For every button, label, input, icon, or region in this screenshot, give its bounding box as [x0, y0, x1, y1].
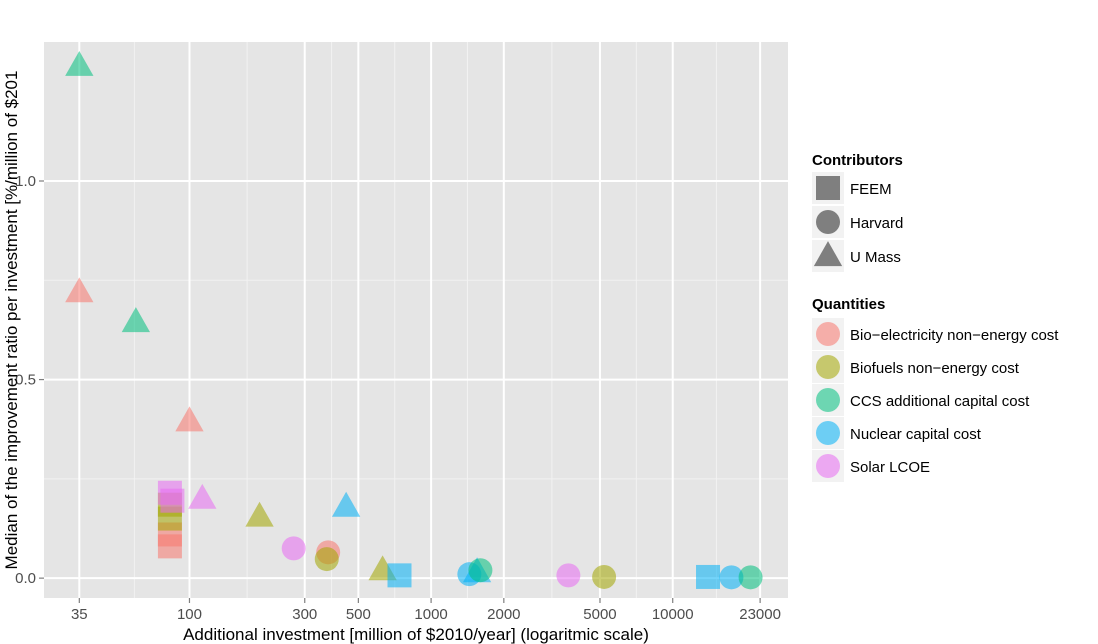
- x-axis: 35 100 300 500 1000 2000 5000 10000 23000: [71, 598, 781, 623]
- x-tick-label: 23000: [739, 606, 781, 623]
- data-point: [281, 536, 306, 561]
- legend-label: Biofuels non−energy cost: [850, 360, 1020, 377]
- plot-panel: [44, 42, 788, 598]
- legend-label: Solar LCOE: [850, 459, 930, 476]
- x-axis-label: Additional investment [million of $2010/…: [183, 625, 649, 644]
- data-point: [468, 558, 493, 583]
- legend-label: U Mass: [850, 249, 901, 266]
- data-point: [314, 547, 339, 572]
- data-point: [719, 565, 744, 590]
- legend-key-color: [816, 355, 840, 379]
- x-tick-label: 2000: [487, 606, 520, 623]
- x-tick-label: 500: [346, 606, 371, 623]
- y-tick-label: 0.5: [15, 372, 36, 389]
- data-point: [175, 406, 204, 432]
- grid-major: [44, 42, 788, 598]
- data-point: [696, 564, 721, 589]
- x-tick-label: 100: [177, 606, 202, 623]
- y-axis-label: Median of the improvement ratio per inve…: [2, 71, 21, 570]
- data-point: [65, 277, 94, 303]
- legend-key-color: [816, 454, 840, 478]
- y-tick-label: 1.0: [15, 173, 36, 190]
- data-point: [245, 501, 274, 527]
- x-tick-label: 5000: [583, 606, 616, 623]
- x-tick-label: 1000: [414, 606, 447, 623]
- x-tick-label: 35: [71, 606, 88, 623]
- data-point: [65, 50, 94, 76]
- y-axis: 0.0 0.5 1.0: [15, 173, 44, 587]
- legend-label: Bio−electricity non−energy cost: [850, 327, 1059, 344]
- y-tick-label: 0.0: [15, 570, 36, 587]
- legend-label: Harvard: [850, 215, 903, 232]
- data-points: [65, 50, 763, 590]
- legend-label: CCS additional capital cost: [850, 393, 1030, 410]
- data-point: [592, 564, 617, 589]
- grid-minor: [44, 42, 788, 598]
- data-point: [188, 483, 217, 509]
- legend-key-triangle: [813, 241, 843, 267]
- data-point: [556, 563, 581, 588]
- legend-key-color: [816, 388, 840, 412]
- x-tick-label: 300: [292, 606, 317, 623]
- data-point: [331, 491, 361, 517]
- legend-label: Nuclear capital cost: [850, 426, 982, 443]
- legend-title-contributors: Contributors: [812, 152, 903, 169]
- legend-label: FEEM: [850, 181, 892, 198]
- legend-key-square: [816, 176, 840, 200]
- legend-key-color: [816, 322, 840, 346]
- legend: Contributors FEEM Harvard U Mass Quantities B…: [812, 152, 1059, 482]
- legend-key-color: [816, 421, 840, 445]
- data-point: [160, 488, 185, 513]
- legend-key-circle: [816, 210, 840, 234]
- data-point: [387, 563, 412, 588]
- data-point: [121, 307, 151, 333]
- x-tick-label: 10000: [652, 606, 694, 623]
- legend-title-quantities: Quantities: [812, 296, 885, 313]
- data-point: [738, 565, 763, 590]
